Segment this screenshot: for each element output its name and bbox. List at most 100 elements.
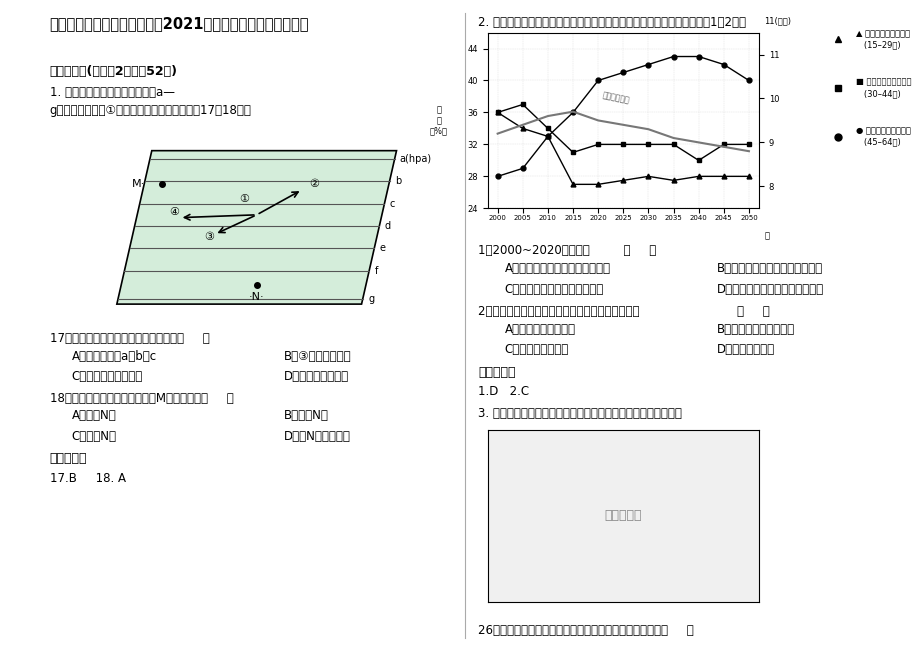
- young: [492, 109, 503, 117]
- Text: 18．如果不考虑摩擦力的影响，M地风力大小（     ）: 18．如果不考虑摩擦力的影响，M地风力大小（ ）: [50, 392, 233, 405]
- old: [542, 133, 553, 141]
- young: [617, 176, 628, 184]
- labor: [667, 134, 678, 142]
- Text: A．就业压力越来越大: A．就业压力越来越大: [504, 323, 575, 336]
- young: [667, 176, 678, 184]
- old: [492, 173, 503, 180]
- old: [516, 165, 528, 173]
- Text: 湖北省随州市安居镇职业中学2021年高一地理联考试题含解析: 湖北省随州市安居镇职业中学2021年高一地理联考试题含解析: [50, 16, 309, 31]
- Line: young: young: [494, 110, 751, 187]
- labor: [516, 121, 528, 129]
- young: [642, 173, 653, 180]
- middle: [743, 141, 754, 148]
- old: [567, 109, 578, 117]
- labor: [592, 117, 603, 124]
- middle: [492, 109, 503, 117]
- Text: C．此风形成于南半球: C．此风形成于南半球: [72, 370, 142, 383]
- Text: ②: ②: [309, 179, 319, 189]
- Text: c: c: [390, 199, 394, 209]
- Text: D．该风形成于高空: D．该风形成于高空: [283, 370, 348, 383]
- Text: b: b: [394, 176, 401, 186]
- labor: [692, 139, 703, 146]
- Text: D．老年劳动力人口比重持续上升: D．老年劳动力人口比重持续上升: [716, 283, 823, 296]
- old: [642, 61, 653, 68]
- young: [516, 124, 528, 132]
- Text: ①: ①: [239, 194, 249, 204]
- young: [542, 133, 553, 141]
- Polygon shape: [117, 150, 396, 304]
- Text: 2. 下图示意我国近几年的劳动年龄人口变化及未来预测情况。读图，回答1～2题：: 2. 下图示意我国近几年的劳动年龄人口变化及未来预测情况。读图，回答1～2题：: [478, 16, 745, 29]
- middle: [692, 156, 703, 164]
- young: [743, 173, 754, 180]
- Text: B．等于N地: B．等于N地: [283, 409, 328, 422]
- middle: [718, 141, 729, 148]
- Text: D．人口大量外迁: D．人口大量外迁: [716, 343, 774, 356]
- young: [718, 173, 729, 180]
- middle: [516, 100, 528, 108]
- Text: 一、选择题(每小题2分，共52分): 一、选择题(每小题2分，共52分): [50, 65, 177, 78]
- Text: 11(亿人): 11(亿人): [764, 16, 790, 25]
- middle: [642, 141, 653, 148]
- labor: [718, 143, 729, 150]
- Text: ③: ③: [204, 232, 214, 242]
- Text: f: f: [374, 266, 378, 275]
- labor: [492, 130, 503, 137]
- Line: middle: middle: [494, 102, 751, 163]
- Text: A．年轻劳动力人口比重逐年提高: A．年轻劳动力人口比重逐年提高: [504, 262, 610, 275]
- middle: [567, 148, 578, 156]
- labor: [567, 107, 578, 115]
- Text: D．与N地无法比较: D．与N地无法比较: [283, 430, 350, 443]
- Text: 3. 下图中阴影区域表示某种农业地域类型。据此完成下面小题。: 3. 下图中阴影区域表示某种农业地域类型。据此完成下面小题。: [478, 407, 681, 420]
- old: [617, 68, 628, 76]
- middle: [667, 141, 678, 148]
- Text: 比
重
（%）: 比 重 （%）: [429, 105, 448, 135]
- Text: 1．2000~2020年，我国         （     ）: 1．2000~2020年，我国 （ ）: [478, 244, 655, 257]
- Text: A．小于N地: A．小于N地: [72, 409, 117, 422]
- Text: ·N·: ·N·: [249, 292, 264, 301]
- labor: [542, 112, 553, 120]
- Text: 17.B     18. A: 17.B 18. A: [50, 472, 126, 485]
- old: [692, 53, 703, 61]
- Line: old: old: [494, 54, 751, 179]
- Text: 年: 年: [764, 231, 768, 240]
- young: [692, 173, 703, 180]
- old: [743, 77, 754, 85]
- middle: [592, 141, 603, 148]
- Text: 劳动年龄人口: 劳动年龄人口: [601, 90, 630, 105]
- Text: B．人口死亡率不断下降: B．人口死亡率不断下降: [716, 323, 794, 336]
- Text: ● 老年劳动力人口比重
   (45–64岁): ● 老年劳动力人口比重 (45–64岁): [855, 127, 910, 146]
- Line: labor: labor: [497, 111, 748, 151]
- Text: 参考答案：: 参考答案：: [478, 366, 515, 379]
- Text: 1.D   2.C: 1.D 2.C: [478, 385, 528, 398]
- middle: [617, 141, 628, 148]
- Text: ④: ④: [169, 207, 179, 217]
- labor: [642, 125, 653, 133]
- Text: C．人口老龄化严重: C．人口老龄化严重: [504, 343, 568, 356]
- Text: ▲ 年轻劳动力人口比重
   (15–29岁): ▲ 年轻劳动力人口比重 (15–29岁): [855, 29, 909, 49]
- old: [667, 53, 678, 61]
- Text: g: g: [368, 294, 374, 303]
- Text: a(hpa): a(hpa): [400, 154, 432, 164]
- Text: ■ 中年劳动力人口比重
   (30–44岁): ■ 中年劳动力人口比重 (30–44岁): [855, 78, 910, 98]
- Text: 1. 下图为实际大气中的风向图，a—
g为等压线，箭头①与等压线垂直。读图，完成17～18题。: 1. 下图为实际大气中的风向图，a— g为等压线，箭头①与等压线垂直。读图，完成…: [50, 86, 251, 117]
- Text: A．等压线数值a＞b＞c: A．等压线数值a＞b＞c: [72, 350, 157, 363]
- Text: 参考答案：: 参考答案：: [50, 452, 87, 465]
- old: [592, 77, 603, 85]
- old: [718, 61, 729, 68]
- Text: 26．图中阴影区域表示的农业地域类型及其特点正确的是（     ）: 26．图中阴影区域表示的农业地域类型及其特点正确的是（ ）: [478, 624, 693, 637]
- Text: C．大于N地: C．大于N地: [72, 430, 117, 443]
- labor: [743, 147, 754, 155]
- middle: [542, 124, 553, 132]
- Text: B．③是地转偏向力: B．③是地转偏向力: [283, 350, 351, 363]
- Text: C．劳动年龄人口数量持续上升: C．劳动年龄人口数量持续上升: [504, 283, 603, 296]
- Text: e: e: [380, 243, 385, 253]
- Text: 17．当风速稳定后，下列叙述正确的是（     ）: 17．当风速稳定后，下列叙述正确的是（ ）: [50, 332, 210, 345]
- Text: d: d: [384, 221, 391, 231]
- Text: 2．根据劳动年龄人口变化的预测，未来几十年我国                          （     ）: 2．根据劳动年龄人口变化的预测，未来几十年我国 （ ）: [478, 305, 769, 318]
- young: [592, 180, 603, 188]
- Text: M·: M·: [131, 179, 144, 189]
- young: [567, 180, 578, 188]
- labor: [617, 121, 628, 129]
- Text: B．中年劳动力人口比重逐年减少: B．中年劳动力人口比重逐年减少: [716, 262, 822, 275]
- Text: （地图略）: （地图略）: [604, 510, 641, 522]
